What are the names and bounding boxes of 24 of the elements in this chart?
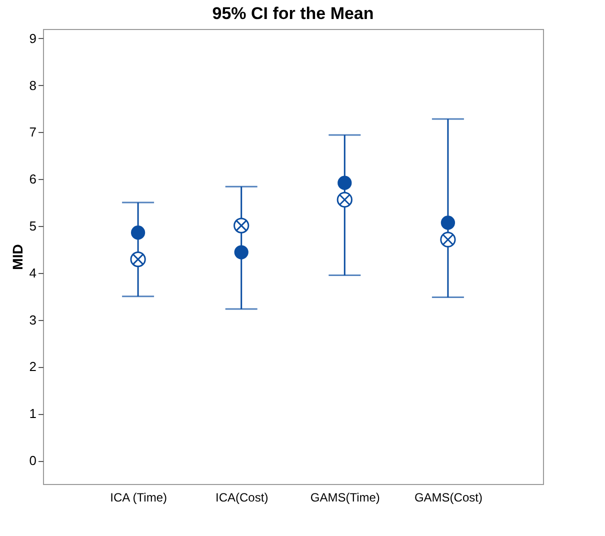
y-tick-label: 3 — [29, 312, 36, 328]
chart-title: 95% CI for the Mean — [212, 4, 374, 23]
point — [234, 218, 250, 234]
y-tick-label: 1 — [29, 406, 36, 422]
y-tick-label: 6 — [29, 172, 36, 187]
point — [234, 245, 248, 260]
point — [440, 216, 456, 230]
point — [336, 192, 352, 208]
y-tick-label: 5 — [29, 218, 36, 234]
x-tick-label: GAMS(Cost) — [414, 490, 482, 504]
y-axis-title: MID — [9, 244, 26, 270]
y-tick-label: 9 — [29, 30, 36, 46]
point — [130, 226, 146, 240]
x-tick-label: ICA (Time) — [110, 490, 167, 504]
y-tick-label: 2 — [29, 359, 36, 374]
y-tick-label: 4 — [29, 265, 36, 280]
point — [130, 251, 146, 268]
x-tick-label: ICA(Cost) — [216, 490, 268, 504]
y-tick-label: 8 — [29, 78, 36, 93]
point — [440, 232, 456, 248]
y-tick-label: 0 — [29, 453, 36, 468]
x-tick-label: GAMS(Time) — [310, 490, 380, 504]
point — [338, 176, 352, 190]
y-tick-label: 7 — [29, 124, 36, 140]
